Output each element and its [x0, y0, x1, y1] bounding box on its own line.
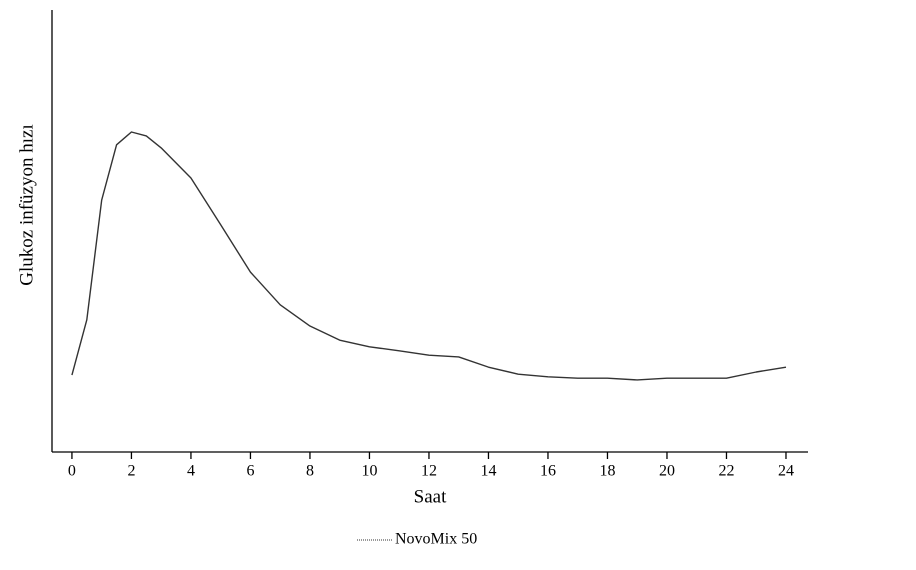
- x-tick-label: 8: [306, 463, 314, 480]
- x-tick-label: 18: [599, 463, 615, 480]
- y-axis-label: Glukoz infüzyon hızı: [16, 124, 37, 285]
- x-tick-label: 6: [246, 463, 254, 480]
- x-tick-label: 16: [540, 463, 556, 480]
- x-axis-label: Saat: [414, 486, 447, 507]
- line: [71, 131, 787, 381]
- x-tick-label: 12: [421, 463, 437, 480]
- legend-label: NovoMix 50: [395, 531, 477, 548]
- x-tick-label: 10: [361, 463, 377, 480]
- x-tick-label: 0: [68, 463, 76, 480]
- x-tick-label: 4: [187, 463, 195, 480]
- x-tick-label: 14: [480, 463, 496, 480]
- x-tick-label: 20: [659, 463, 675, 480]
- x-tick-label: 2: [127, 463, 135, 480]
- x-tick-label: 24: [778, 463, 794, 480]
- x-tick-label: 22: [718, 463, 734, 480]
